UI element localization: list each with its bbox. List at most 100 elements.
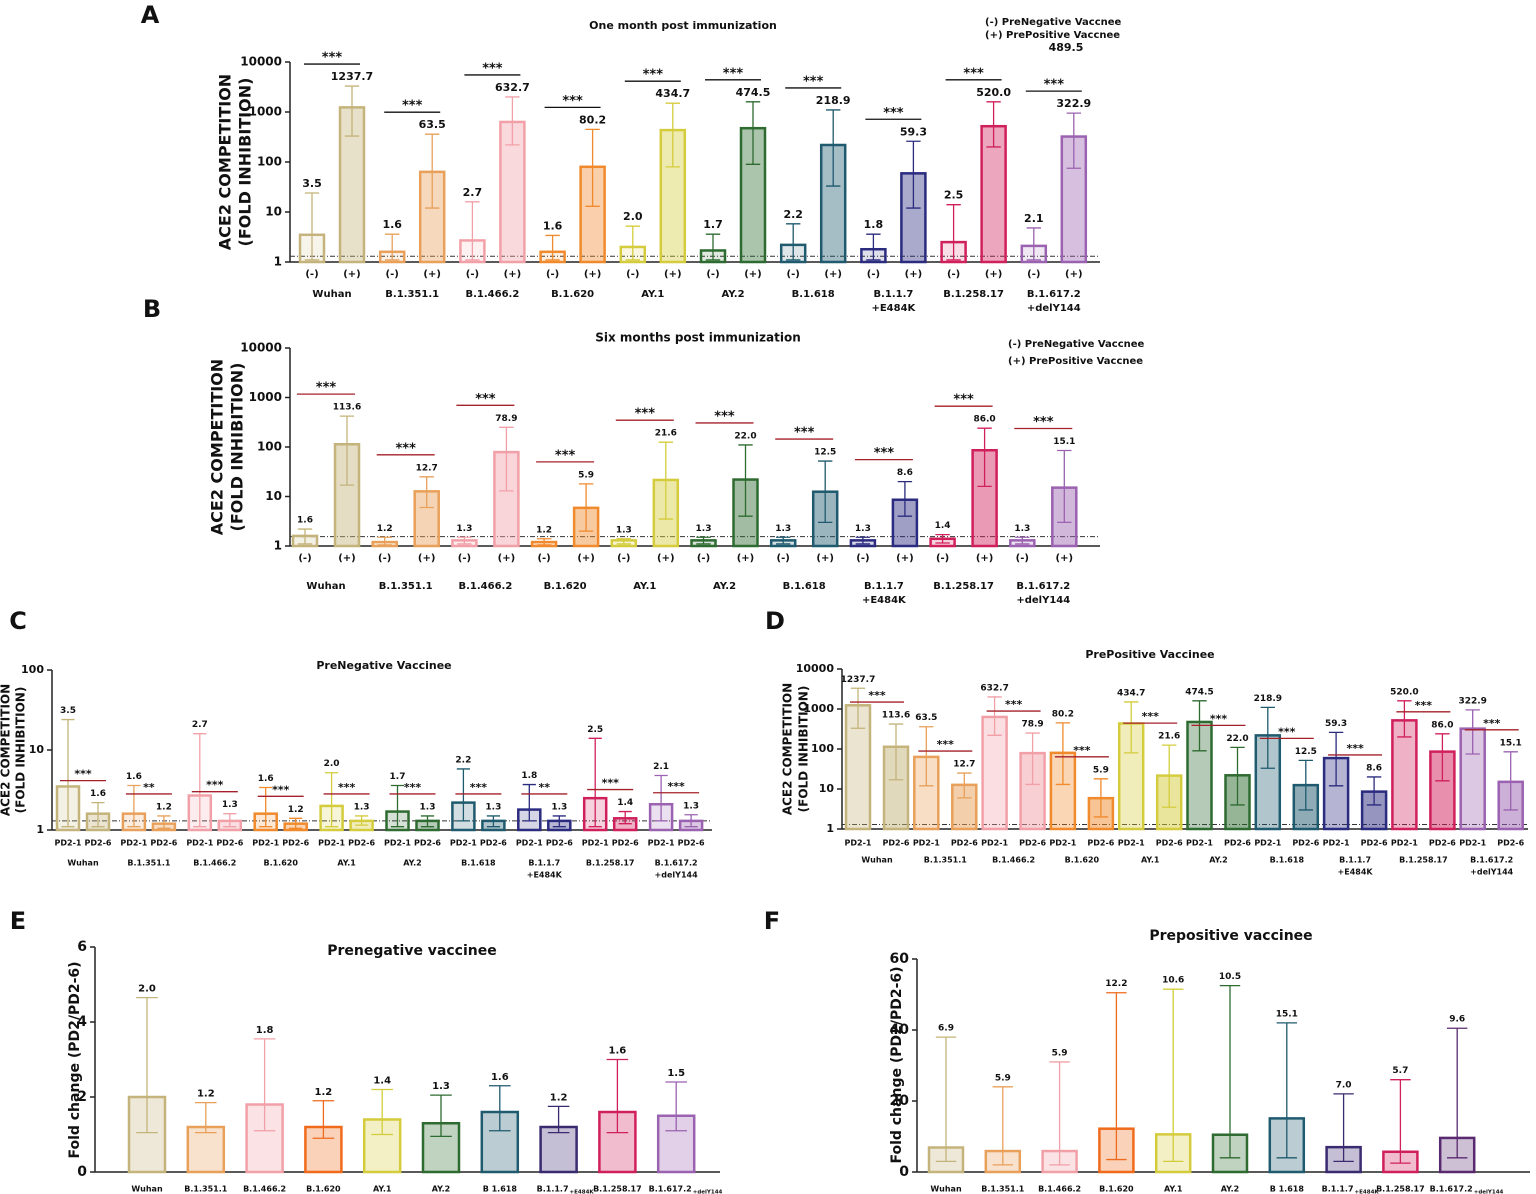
x-tick-label: B 1.618 [1270, 1185, 1305, 1194]
error-bar [505, 96, 520, 146]
bar-sublabel: PD2-1 [582, 839, 609, 848]
bar-sublabel: (+) [744, 269, 762, 280]
significance-label: *** [602, 777, 620, 790]
x-tick-label: AY.2 [721, 289, 744, 300]
significance-label: *** [1415, 699, 1433, 712]
bar-sublabel: (+) [816, 553, 834, 564]
bar-sublabel: (+) [504, 269, 522, 280]
error-bar [578, 483, 594, 532]
annotation: 489.5 [1049, 41, 1084, 54]
significance-label: *** [74, 768, 92, 781]
value-label: 2.1 [1024, 212, 1044, 225]
x-tick-label: B.1.618 [461, 859, 496, 868]
error-bar [552, 815, 566, 828]
value-label: 12.7 [953, 760, 975, 770]
value-label: 1.6 [609, 1046, 627, 1057]
value-label: 2.2 [455, 755, 471, 765]
value-label: 1.2 [197, 1089, 215, 1100]
y-tick-label: 40 [890, 1022, 910, 1038]
x-tick-label: AY.1 [1164, 1185, 1183, 1194]
y-tick-label: 10000 [240, 55, 282, 69]
value-label: 10.6 [1162, 976, 1184, 986]
bar-sublabel: (-) [298, 553, 311, 564]
error-bar [390, 784, 405, 828]
x-tick-label: Wuhan [306, 581, 345, 592]
value-label: 5.9 [995, 1073, 1011, 1083]
y-tick-label: 1 [36, 823, 44, 836]
x-tick-subscript: +E484K [1355, 1190, 1380, 1194]
bar-sublabel: PD2-6 [1429, 839, 1456, 848]
error-bar [919, 726, 934, 787]
x-tick-label: Wuhan [131, 1185, 163, 1194]
bar-sublabel: PD2-6 [414, 839, 441, 848]
bar-sublabel: PD2-6 [678, 839, 705, 848]
panel-letter: E [10, 907, 26, 935]
significance-label: *** [470, 781, 488, 794]
x-tick-label: B.1.620 [1065, 856, 1100, 865]
error-bar [855, 536, 871, 545]
value-label: 8.6 [1366, 763, 1382, 773]
error-bar [705, 233, 721, 261]
value-label: 12.2 [1105, 979, 1127, 989]
x-tick-label: AY.2 [1209, 856, 1228, 865]
bar-sublabel: PD2-1 [1118, 839, 1145, 848]
y-tick-label: 10 [265, 489, 282, 503]
bar [493, 450, 520, 548]
significance-label: *** [1073, 744, 1091, 757]
x-tick-label: B.1.466.2 [193, 859, 236, 868]
significance-label: ** [143, 781, 155, 794]
value-label: 1.3 [485, 802, 501, 812]
x-tick-label: B.1.620 [306, 1185, 341, 1194]
x-tick-label: B.1.617.2 [1430, 1185, 1473, 1194]
x-tick-label: Wuhan [67, 859, 99, 868]
value-label: 86.0 [973, 415, 995, 425]
bar-sublabel: (-) [867, 269, 880, 280]
chart-title: PrePositive Vaccinee [1085, 648, 1214, 661]
y-tick-label: 1000 [249, 390, 282, 404]
value-label: 3.5 [302, 177, 322, 190]
bar-sublabel: PD2-6 [85, 839, 112, 848]
error-bar [304, 192, 320, 261]
significance-label: *** [1033, 415, 1054, 430]
error-bar [1093, 778, 1109, 818]
x-tick-label: B.1.620 [263, 859, 298, 868]
bar-sublabel: (+) [1065, 269, 1083, 280]
x-tick-label: B.1.1.7 [1339, 856, 1371, 865]
error-bar [61, 718, 75, 828]
bar-sublabel: PD2-6 [1224, 839, 1251, 848]
bar-sublabel: PD2-1 [1459, 839, 1486, 848]
x-tick-label: B.1.617.2 [649, 1185, 692, 1194]
value-label: 2.2 [783, 208, 803, 221]
x-tick-label: B.1.258.17 [593, 1185, 642, 1194]
significance-label: *** [404, 781, 422, 794]
value-label: 1.4 [617, 798, 633, 808]
error-bar [1106, 992, 1127, 1161]
value-label: 1.6 [90, 789, 106, 799]
error-bar [91, 801, 105, 828]
y-tick-label: 2 [77, 1089, 87, 1105]
error-bar [665, 102, 680, 168]
value-label: 1.8 [521, 771, 537, 781]
x-tick-label: +E484K [862, 595, 907, 606]
bar-sublabel: PD2-1 [1254, 839, 1281, 848]
bar-sublabel: PD2-1 [1391, 839, 1418, 848]
chart-title: One month post immunization [589, 19, 777, 32]
error-bar [457, 536, 472, 545]
y-tick-label: 1 [274, 539, 282, 553]
bar-sublabel: (-) [1027, 269, 1040, 280]
value-label: 632.7 [495, 81, 530, 94]
error-bar [465, 201, 480, 261]
x-tick-label: B.1.466.2 [1038, 1185, 1081, 1194]
value-label: 1.7 [390, 772, 406, 782]
significance-label: *** [963, 66, 984, 81]
bar-sublabel: (-) [386, 269, 399, 280]
error-bar [1163, 988, 1184, 1162]
chart-title: Six months post immunization [595, 331, 801, 345]
error-bar [616, 538, 631, 545]
error-bar [297, 528, 313, 545]
x-tick-label: +E484K [871, 303, 916, 314]
significance-label: *** [482, 61, 503, 76]
error-bar [946, 204, 961, 261]
panel-letter: D [765, 607, 785, 635]
error-bar [1162, 744, 1177, 808]
